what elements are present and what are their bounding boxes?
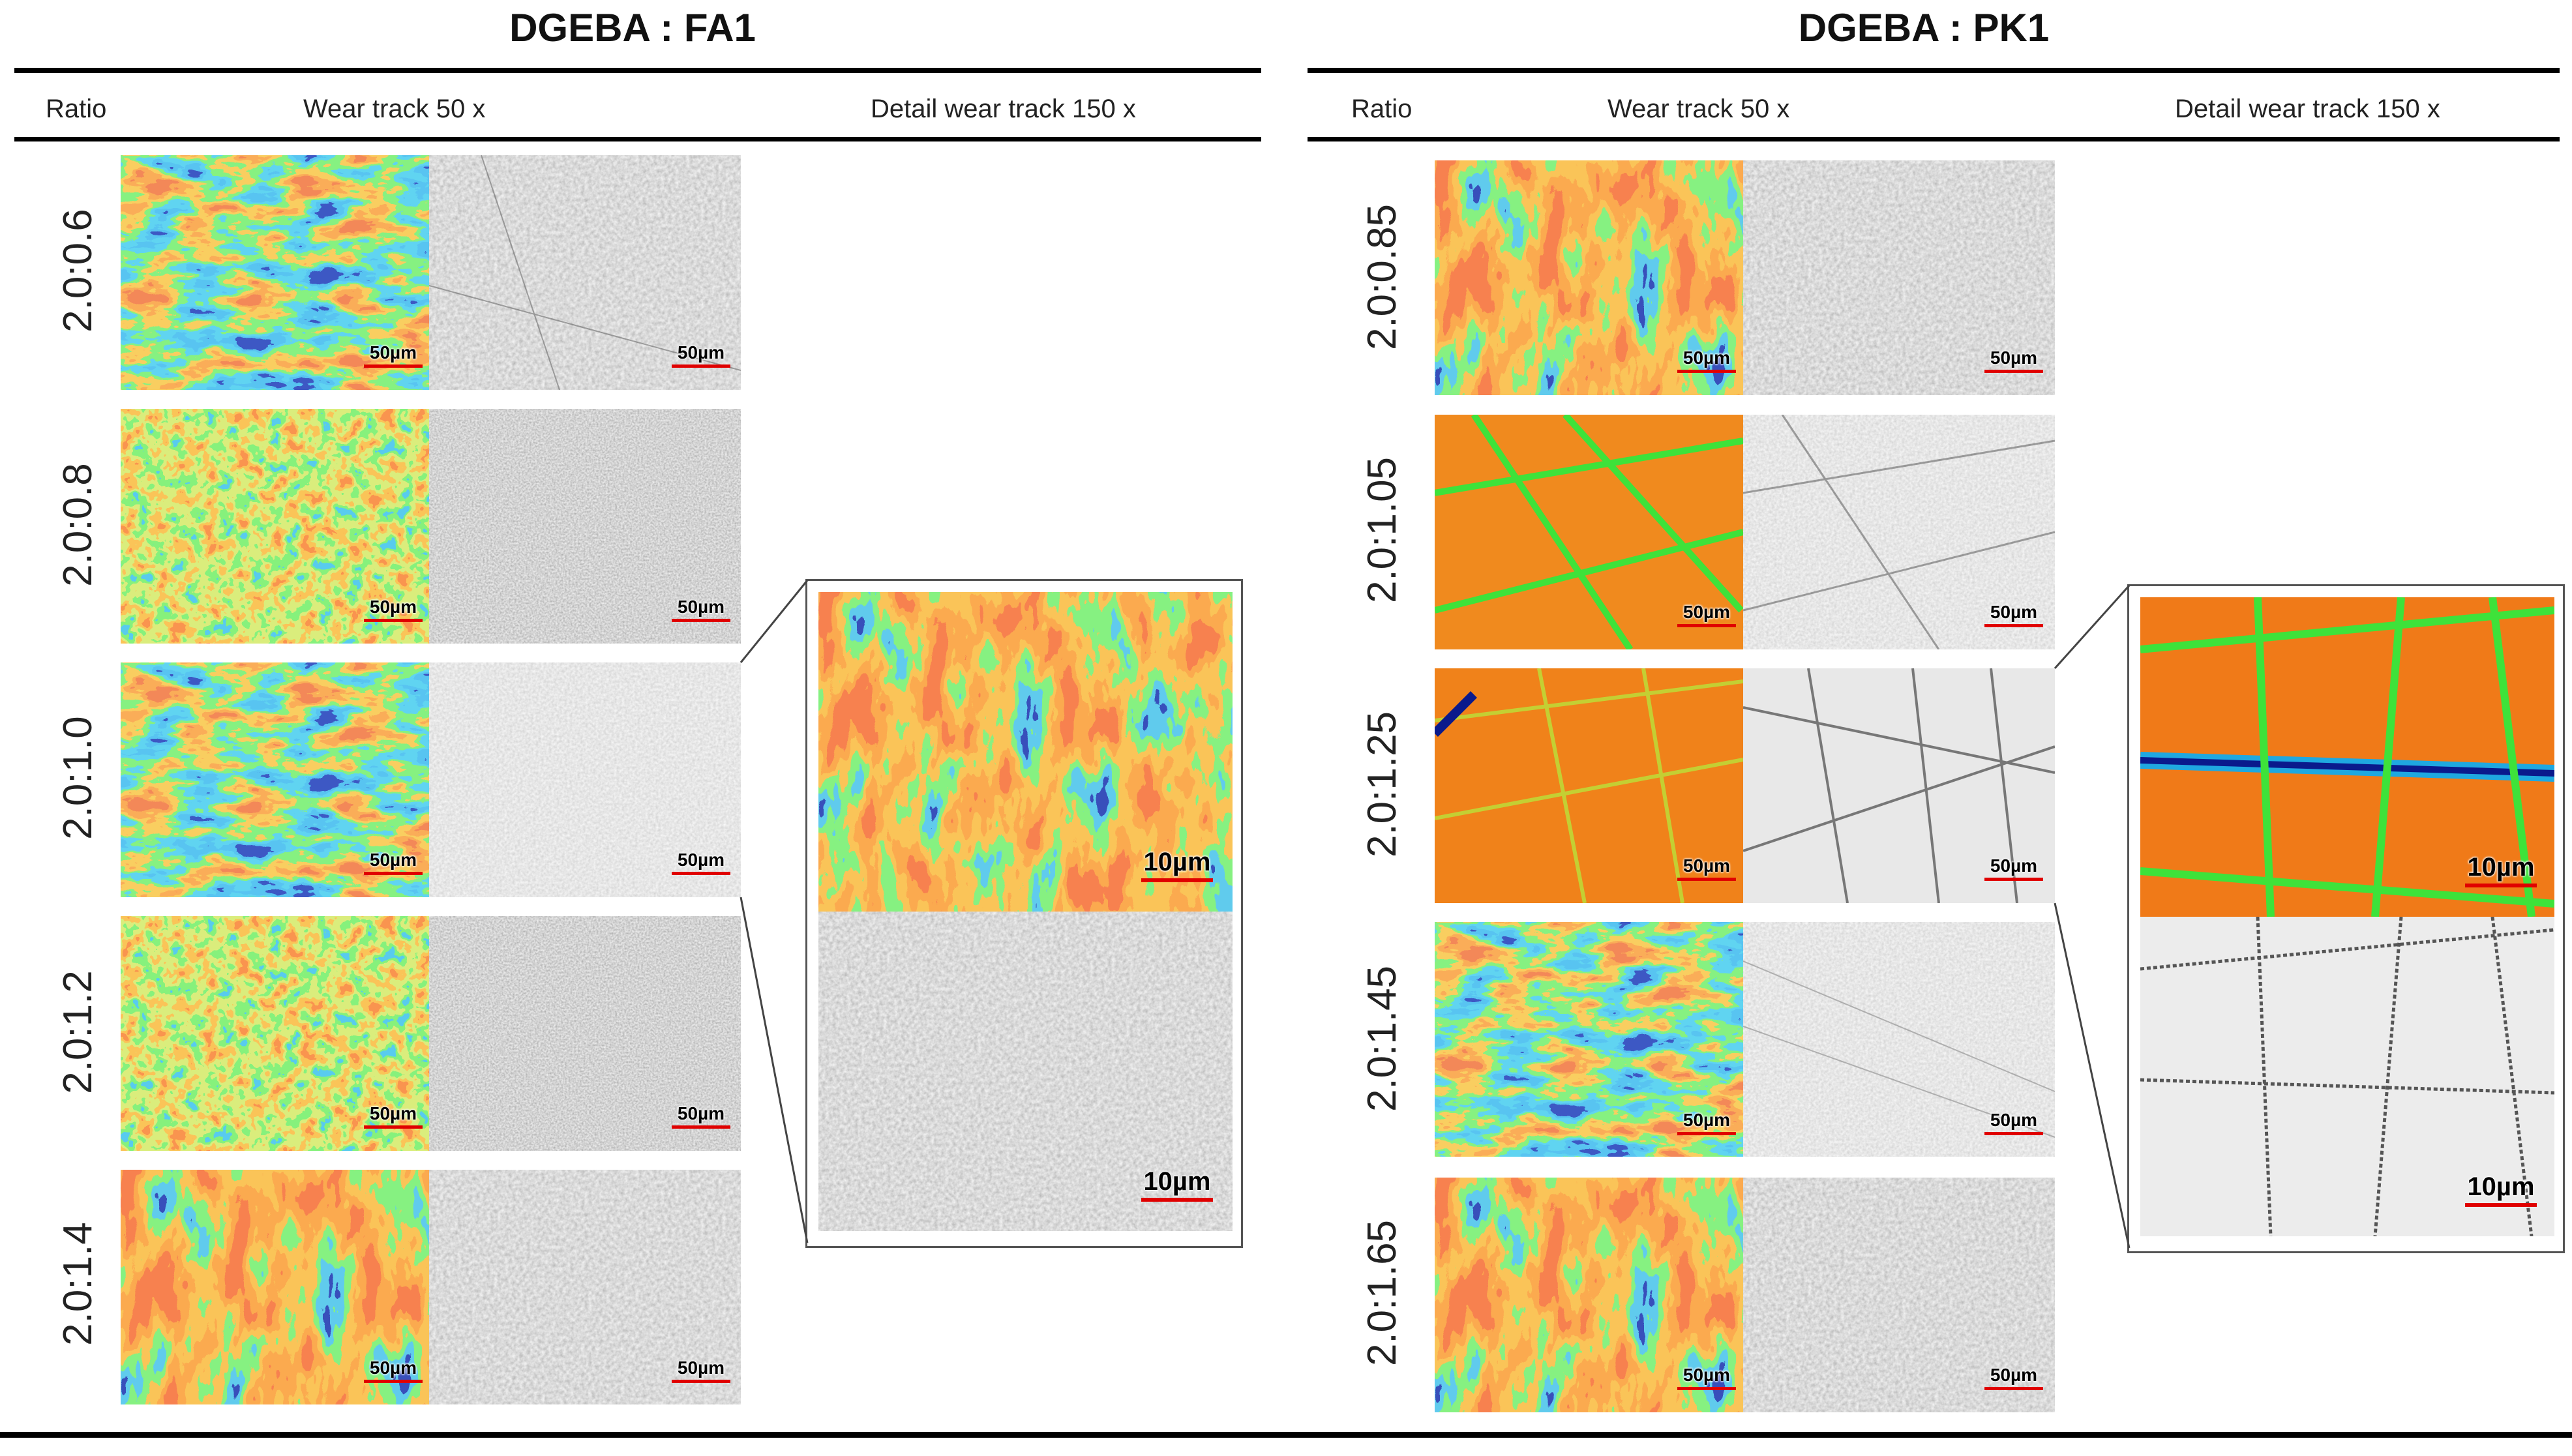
scale-bar: 50µm — [1984, 348, 2043, 373]
detail-scale-bar: 10µm — [1141, 848, 1213, 882]
micrograph-image — [1743, 1178, 2055, 1412]
scale-bar: 50µm — [1984, 1365, 2043, 1390]
micrograph-image — [429, 662, 741, 897]
scale-bar: 50µm — [364, 1358, 423, 1383]
scale-bar: 50µm — [1677, 348, 1736, 373]
ratio-label: 2.0:1.05 — [1360, 456, 1405, 604]
col-head-detail-fa1: Detail wear track 150 x — [871, 95, 1136, 123]
scale-bar: 50µm — [1984, 855, 2043, 881]
height-map-image — [121, 409, 429, 644]
scale-bar: 50µm — [672, 342, 730, 368]
scale-bar: 50µm — [672, 1103, 730, 1129]
height-map-image — [1435, 415, 1743, 649]
height-map-image — [1435, 160, 1743, 395]
height-map-image — [121, 155, 429, 390]
micrograph-image — [429, 155, 741, 390]
top-rule-fa1 — [14, 68, 1261, 73]
col-head-detail-pk1: Detail wear track 150 x — [2175, 95, 2440, 123]
ratio-label: 2.0:1.25 — [1360, 711, 1405, 858]
micrograph-image — [429, 409, 741, 644]
micrograph-image — [429, 916, 741, 1151]
col-head-ratio-fa1: Ratio — [46, 95, 107, 123]
ratio-label: 2.0:1.65 — [1360, 1219, 1405, 1367]
col-head-wear-pk1: Wear track 50 x — [1608, 95, 1790, 123]
micrograph-image — [1743, 160, 2055, 395]
ratio-label: 2.0:0.8 — [55, 463, 100, 587]
ratio-label: 2.0:1.0 — [55, 716, 100, 840]
micrograph-image — [1743, 415, 2055, 649]
height-map-image — [121, 662, 429, 897]
ratio-label: 2.0:1.4 — [55, 1222, 100, 1346]
scale-bar: 50µm — [1677, 1365, 1736, 1390]
scale-bar: 50µm — [364, 342, 423, 368]
ratio-label: 2.0:1.45 — [1360, 965, 1405, 1112]
bottom-rule — [0, 1432, 2572, 1438]
col-head-wear-fa1: Wear track 50 x — [303, 95, 486, 123]
height-map-image — [121, 916, 429, 1151]
detail-micrograph-image — [2140, 917, 2554, 1236]
scale-bar: 50µm — [672, 597, 730, 622]
scale-bar: 50µm — [1984, 1110, 2043, 1135]
height-map-image — [1435, 1178, 1743, 1412]
detail-micrograph-image — [818, 912, 1233, 1231]
detail-height-map-image — [818, 592, 1233, 912]
detail-scale-bar: 10µm — [2465, 853, 2537, 887]
detail-scale-bar: 10µm — [2465, 1172, 2537, 1207]
height-map-image — [1435, 668, 1743, 903]
header-rule-fa1 — [14, 137, 1261, 141]
panel-title-fa1: DGEBA : FA1 — [509, 6, 756, 50]
detail-height-map-image — [2140, 597, 2554, 917]
scale-bar: 50µm — [364, 850, 423, 875]
scale-bar: 50µm — [672, 1358, 730, 1383]
ratio-label: 2.0:0.6 — [55, 209, 100, 333]
scale-bar: 50µm — [1677, 855, 1736, 881]
detail-scale-bar: 10µm — [1141, 1167, 1213, 1202]
scale-bar: 50µm — [1677, 602, 1736, 627]
height-map-image — [121, 1170, 429, 1404]
ratio-label: 2.0:0.85 — [1360, 203, 1405, 351]
scale-bar: 50µm — [1677, 1110, 1736, 1135]
micrograph-image — [1743, 922, 2055, 1157]
scale-bar: 50µm — [1984, 602, 2043, 627]
header-rule-pk1 — [1308, 137, 2560, 141]
panel-title-pk1: DGEBA : PK1 — [1798, 6, 2050, 50]
ratio-label: 2.0:1.2 — [55, 970, 100, 1094]
micrograph-image — [1743, 668, 2055, 903]
scale-bar: 50µm — [364, 1103, 423, 1129]
top-rule-pk1 — [1308, 68, 2560, 73]
height-map-image — [1435, 922, 1743, 1157]
micrograph-image — [429, 1170, 741, 1404]
scale-bar: 50µm — [364, 597, 423, 622]
col-head-ratio-pk1: Ratio — [1351, 95, 1413, 123]
scale-bar: 50µm — [672, 850, 730, 875]
